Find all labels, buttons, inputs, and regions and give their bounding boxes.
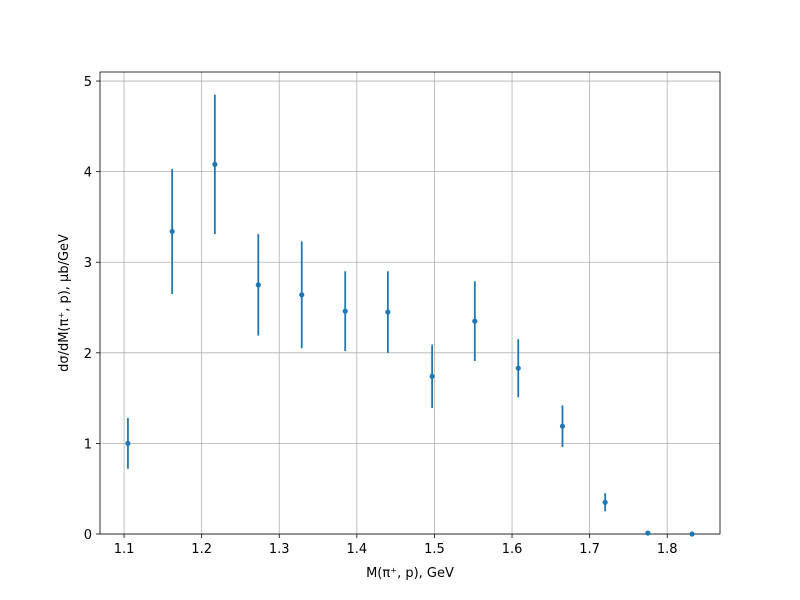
data-point (255, 282, 261, 288)
x-tick-label: 1.5 (424, 542, 445, 557)
x-tick-label: 1.8 (657, 542, 678, 557)
data-point (125, 440, 131, 447)
data-point (645, 530, 651, 536)
data-point (689, 531, 695, 537)
plot-frame (99, 71, 721, 535)
data-point (515, 365, 521, 371)
data-point (299, 292, 305, 298)
data-point (342, 308, 348, 314)
y-tick-label: 5 (84, 75, 92, 90)
x-tick-label: 1.7 (579, 542, 600, 557)
y-tick-label: 0 (84, 528, 92, 543)
x-tick-label: 1.1 (114, 542, 135, 557)
data-point (429, 373, 435, 379)
y-axis-label: dσ/dM(π⁺, p), μb/GeV (57, 234, 72, 372)
data-point (602, 499, 608, 505)
data-point (472, 318, 478, 324)
data-point (559, 423, 566, 429)
y-tick-label: 3 (84, 256, 92, 271)
data-point (169, 228, 175, 235)
data-point (212, 161, 218, 167)
y-tick-label: 4 (84, 166, 92, 181)
y-tick-label: 1 (84, 437, 92, 452)
x-tick-label: 1.4 (347, 542, 368, 557)
y-tick-label: 2 (84, 347, 92, 362)
data-point (385, 309, 391, 315)
x-axis-label: M(π⁺, p), GeV (366, 566, 454, 581)
x-tick-label: 1.3 (269, 542, 290, 557)
x-tick-label: 1.6 (502, 542, 523, 557)
x-tick-label: 1.2 (191, 542, 212, 557)
